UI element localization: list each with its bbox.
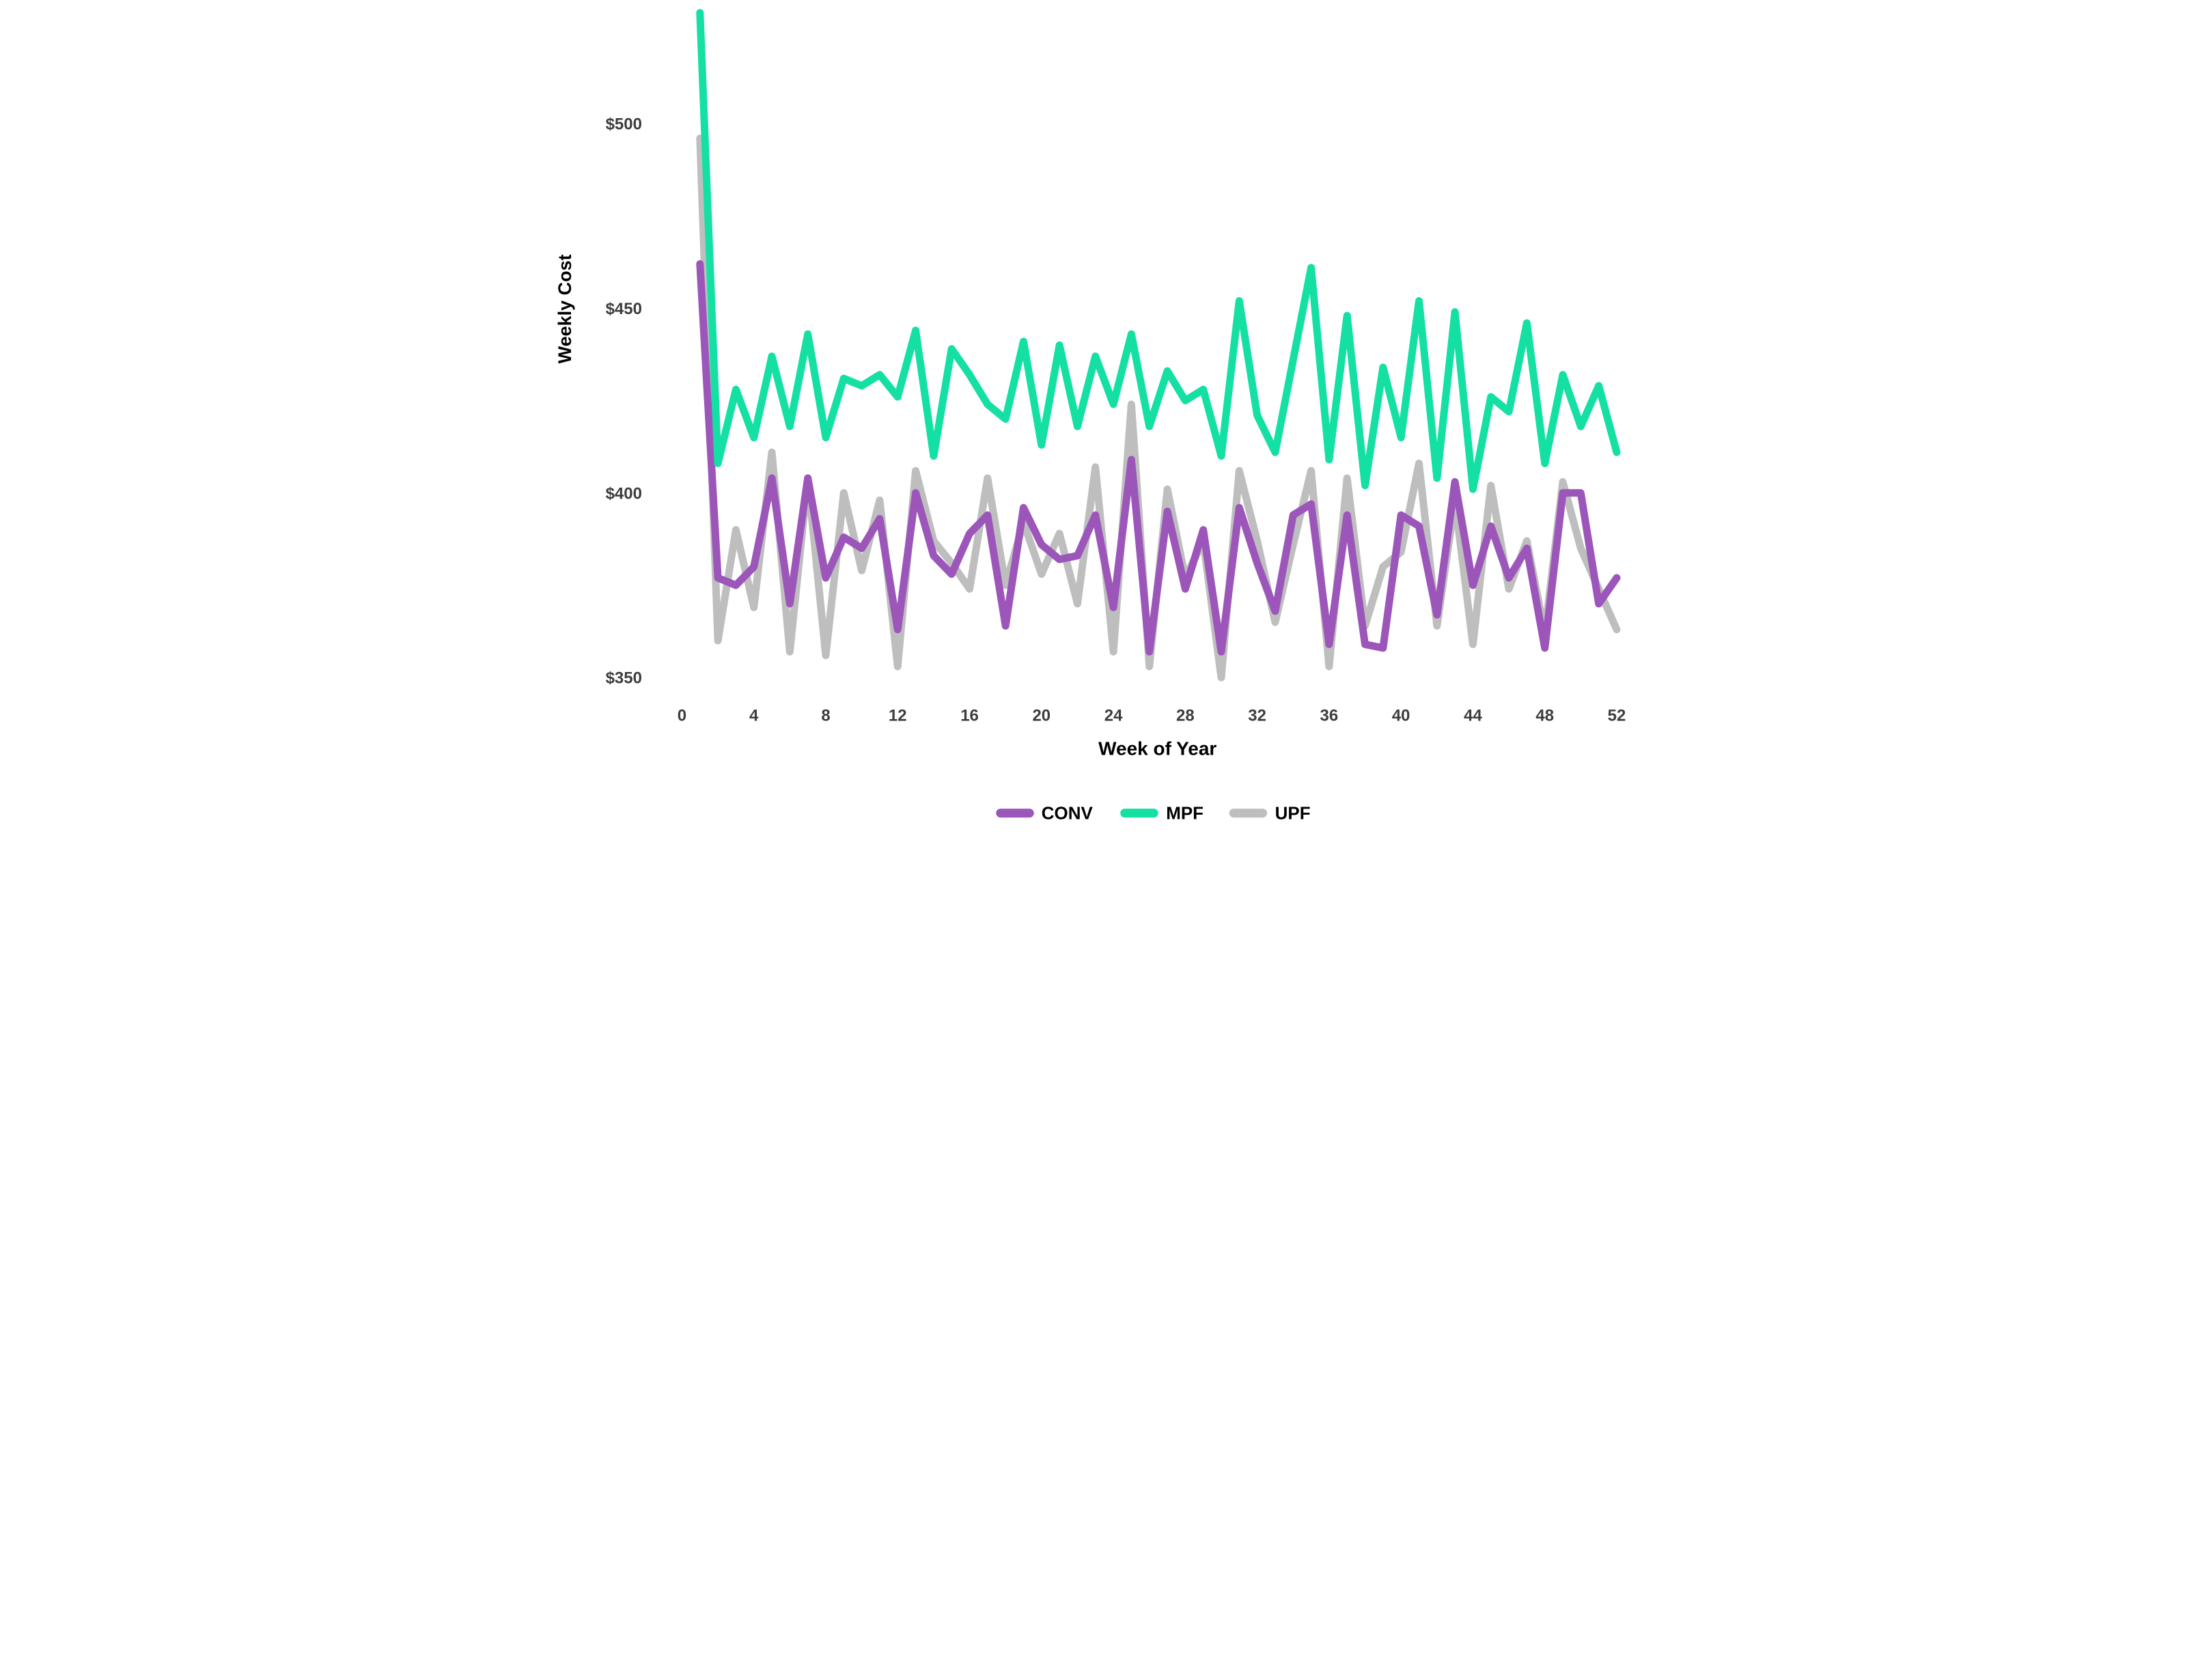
x-tick-28: 28 <box>1176 707 1195 725</box>
legend-label-mpf: MPF <box>1166 803 1203 824</box>
x-tick-44: 44 <box>1464 707 1482 725</box>
y-tick-450: $450 <box>606 300 642 318</box>
x-tick-48: 48 <box>1535 707 1554 725</box>
chart-legend: CONV MPF UPF <box>996 803 1311 824</box>
x-tick-16: 16 <box>960 707 979 725</box>
x-axis-tick-labels: 0 4 8 12 16 20 24 28 32 36 40 44 48 52 <box>678 707 1626 725</box>
x-tick-12: 12 <box>889 707 907 725</box>
x-tick-40: 40 <box>1392 707 1410 725</box>
legend-item-upf: UPF <box>1229 803 1311 824</box>
legend-item-conv: CONV <box>996 803 1094 824</box>
y-tick-400: $400 <box>606 484 642 503</box>
y-tick-500: $500 <box>606 115 642 133</box>
legend-label-upf: UPF <box>1275 803 1311 824</box>
x-tick-8: 8 <box>821 707 830 725</box>
series-layer <box>696 9 1621 682</box>
chart-canvas: $500$450$400$350 0 4 8 12 16 20 24 28 32 36 40 44 48… <box>546 0 1639 840</box>
legend-item-mpf: MPF <box>1120 803 1203 824</box>
x-axis-title: Week of Year <box>1098 738 1216 759</box>
x-tick-20: 20 <box>1032 707 1050 725</box>
legend-label-conv: CONV <box>1042 803 1094 824</box>
x-tick-0: 0 <box>678 707 686 725</box>
x-tick-4: 4 <box>749 707 759 725</box>
x-tick-24: 24 <box>1104 707 1123 725</box>
series-line-mpf <box>696 9 1621 493</box>
x-tick-32: 32 <box>1248 707 1266 725</box>
x-tick-52: 52 <box>1608 707 1626 725</box>
y-axis-title: Weekly Cost <box>555 254 575 363</box>
weekly-cost-line-chart: $500 $450 $400 $350 0 4 8 12 16 20 24 28 32 36 40 44 48… <box>546 0 1639 840</box>
series-line-conv <box>696 260 1621 656</box>
x-tick-36: 36 <box>1320 707 1339 725</box>
y-tick-350: $350 <box>606 669 642 688</box>
y-axis-tick-labels: $500 $450 $400 $350 <box>606 115 642 687</box>
